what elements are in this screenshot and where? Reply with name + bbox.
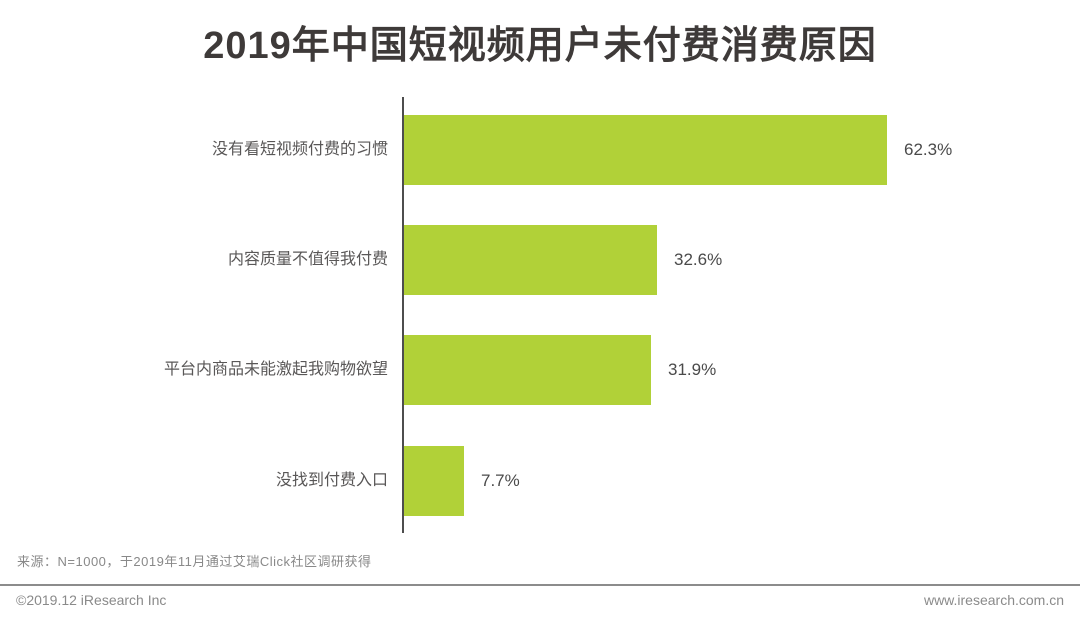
y-axis-line [402,97,404,533]
category-label: 内容质量不值得我付费 [227,251,388,268]
bar [404,335,651,405]
category-label: 平台内商品未能激起我购物欲望 [163,361,388,378]
bar-row: 平台内商品未能激起我购物欲望 31.9% [0,335,1080,405]
bar [404,115,887,185]
category-label: 没有看短视频付费的习惯 [211,141,388,158]
value-label: 31.9% [668,360,717,379]
value-label: 7.7% [481,471,520,490]
category-label: 没找到付费入口 [275,472,388,489]
footer-divider [0,584,1080,586]
chart-title: 2019年中国短视频用户未付费消费原因 [203,25,877,67]
source-note: 来源：N=1000，于2019年11月通过艾瑞Click社区调研获得 [17,554,372,569]
footer-website-link[interactable]: www.iresearch.com.cn [923,592,1064,608]
footer-copyright: ©2019.12 iResearch Inc [16,592,167,608]
bar-row: 没有看短视频付费的习惯 62.3% [0,115,1080,185]
bar [404,446,464,516]
bar-row: 没找到付费入口 7.7% [0,446,1080,516]
value-label: 62.3% [904,140,953,159]
bar [404,225,657,295]
value-label: 32.6% [674,250,723,269]
bar-row: 内容质量不值得我付费 32.6% [0,225,1080,295]
